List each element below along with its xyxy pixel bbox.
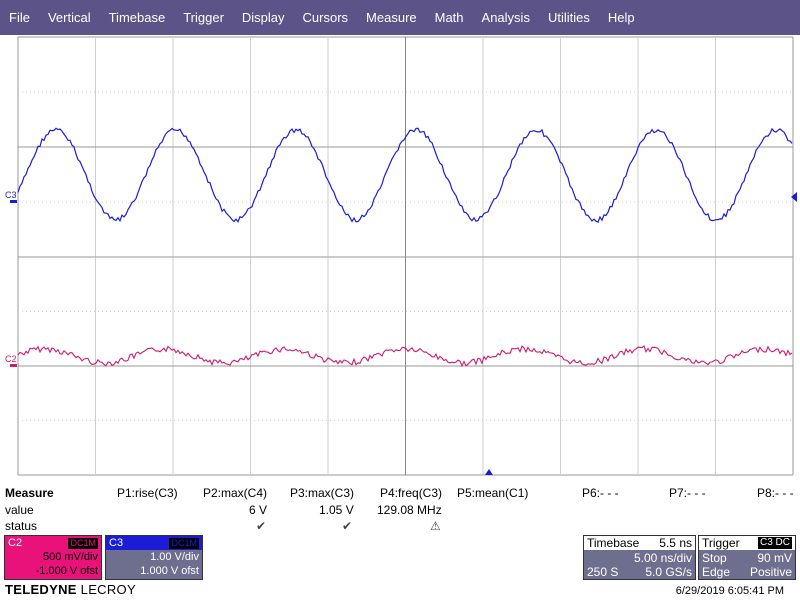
brand-light: LECROY [76, 582, 136, 597]
trigger-mode-line: Stop 90 mV [699, 551, 795, 565]
menu-file[interactable]: File [9, 10, 30, 25]
c3-level-marker [10, 200, 17, 203]
trace-c3 [17, 127, 793, 224]
timebase-rate: 5.0 GS/s [645, 565, 692, 579]
param-p4-warning-icon: ⚠ [430, 519, 441, 533]
timebase-sample-line: 250 S 5.0 GS/s [584, 565, 695, 579]
param-p3-status-icon: ✔ [342, 519, 353, 533]
trigger-level: 90 mV [757, 551, 792, 565]
grid-lines [17, 36, 794, 476]
waveform-display[interactable]: C3 C2 [0, 35, 800, 477]
menu-math[interactable]: Math [434, 10, 464, 25]
measure-title: Measure [5, 486, 54, 500]
param-p8-name[interactable]: P8:- - - [757, 486, 794, 500]
brand-bold: TELEDYNE [5, 582, 77, 597]
c3-offset: 1.000 V ofst [140, 565, 199, 577]
c2-header: C2 DC1M [5, 536, 101, 550]
menu-analysis[interactable]: Analysis [481, 10, 530, 25]
param-p5-name[interactable]: P5:mean(C1) [457, 486, 529, 500]
c2-level-marker [10, 364, 17, 367]
channel-c2-descriptor[interactable]: C2 DC1M 500 mV/div -1.000 V ofst [4, 535, 102, 580]
timebase-samples: 250 S [587, 565, 619, 579]
menu-cursors[interactable]: Cursors [302, 10, 349, 25]
param-p4-name[interactable]: P4:freq(C3) [380, 486, 443, 500]
c2-offset: -1.000 V ofst [35, 565, 98, 577]
trigger-position-marker [485, 469, 493, 475]
param-p2-status-icon: ✔ [256, 519, 267, 533]
c2-coupling: DC1M [68, 538, 98, 549]
menu-help[interactable]: Help [607, 10, 635, 25]
c3-header: C3 DC1M [106, 536, 202, 550]
c2-name: C2 [8, 537, 23, 549]
c3-name: C3 [109, 537, 124, 549]
timebase-descriptor[interactable]: Timebase 5.5 ns 5.00 ns/div 250 S 5.0 GS… [583, 535, 696, 580]
trigger-type: Edge [702, 565, 731, 579]
c2-scale: 500 mV/div [42, 551, 98, 563]
c3-trace-label: C3 [5, 190, 17, 200]
timebase-scale: 5.00 ns/div [633, 551, 692, 565]
param-p2-name[interactable]: P2:max(C4) [203, 486, 268, 500]
param-p3-name[interactable]: P3:max(C3) [290, 486, 355, 500]
trigger-header: Trigger C3 DC [699, 536, 795, 551]
menu-vertical[interactable]: Vertical [47, 10, 91, 25]
trigger-type-line: Edge Positive [699, 565, 795, 579]
menu-timebase[interactable]: Timebase [108, 10, 166, 25]
status-row-label: status [5, 519, 38, 533]
param-p1-name[interactable]: P1:rise(C3) [117, 486, 178, 500]
param-p7-name[interactable]: P7:- - - [669, 486, 706, 500]
date-time: 6/29/2019 6:05:41 PM [675, 585, 784, 597]
trigger-descriptor[interactable]: Trigger C3 DC Stop 90 mV Edge Positive [698, 535, 796, 580]
c2-trace-label: C2 [5, 354, 17, 364]
param-p4-value: 129.08 MHz [377, 503, 442, 517]
trigger-slope: Positive [749, 565, 792, 579]
timebase-scale-line: 5.00 ns/div [584, 551, 695, 565]
timebase-header: Timebase 5.5 ns [584, 536, 695, 551]
trigger-mode: Stop [702, 551, 727, 565]
menu-bar: File Vertical Timebase Trigger Display C… [0, 0, 800, 35]
measure-table: Measure P1:rise(C3) P2:max(C4) P3:max(C3… [0, 486, 800, 534]
c3-coupling: DC1M [169, 538, 199, 549]
trigger-title: Trigger [702, 536, 740, 550]
timebase-delay: 5.5 ns [659, 536, 692, 550]
c3-right-marker [791, 192, 797, 202]
param-p2-value: 6 V [249, 503, 268, 517]
timebase-title: Timebase [587, 536, 640, 550]
measure-value-row: value 6 V 1.05 V 129.08 MHz [0, 503, 800, 519]
menu-trigger[interactable]: Trigger [183, 10, 224, 25]
menu-measure[interactable]: Measure [366, 10, 417, 25]
waveform-grid: C3 C2 [5, 36, 797, 476]
trigger-source: C3 DC [757, 537, 792, 549]
menu-display[interactable]: Display [241, 10, 285, 25]
channel-c3-descriptor[interactable]: C3 DC1M 1.00 V/div 1.000 V ofst [105, 535, 203, 580]
measure-status-row: status ✔ ✔ ⚠ [0, 519, 800, 535]
value-row-label: value [5, 503, 34, 517]
measure-header-row: Measure P1:rise(C3) P2:max(C4) P3:max(C3… [0, 486, 800, 502]
brand-logo: TELEDYNE LECROY [5, 582, 136, 597]
c3-scale: 1.00 V/div [150, 551, 199, 563]
param-p6-name[interactable]: P6:- - - [582, 486, 619, 500]
menu-utilities[interactable]: Utilities [547, 10, 590, 25]
param-p3-value: 1.05 V [319, 503, 354, 517]
trace-c2 [17, 345, 793, 368]
